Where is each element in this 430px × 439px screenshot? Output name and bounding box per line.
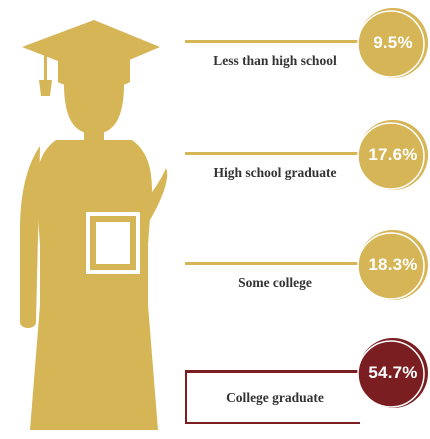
value-bubble bbox=[356, 118, 430, 192]
category-label: Less than high school bbox=[213, 53, 337, 68]
category-label: College graduate bbox=[226, 390, 324, 405]
graduate-icon bbox=[20, 20, 168, 430]
value-bubble bbox=[356, 6, 430, 80]
value-bubble bbox=[356, 336, 430, 410]
highlight-frame bbox=[185, 370, 360, 424]
value-bubble-circle bbox=[358, 8, 428, 78]
value-label: 54.7% bbox=[368, 363, 418, 382]
value-bubble-circle bbox=[358, 338, 428, 408]
value-bubble-ring bbox=[357, 122, 425, 190]
category-label: High school graduate bbox=[213, 165, 337, 180]
value-label: 18.3% bbox=[368, 255, 418, 274]
row-rule bbox=[185, 40, 360, 43]
value-bubble-ring bbox=[357, 10, 425, 78]
value-bubble bbox=[356, 228, 430, 302]
row-rule bbox=[185, 152, 360, 155]
value-label: 9.5% bbox=[373, 33, 413, 52]
category-row: College graduate 54.7% bbox=[0, 330, 430, 424]
value-bubble-circle bbox=[358, 230, 428, 300]
value-bubble-ring bbox=[357, 232, 425, 300]
value-label: 17.6% bbox=[368, 145, 418, 164]
value-bubble-ring bbox=[357, 340, 425, 408]
category-row: High school graduate 17.6% bbox=[0, 112, 430, 202]
category-row: Some college 18.3% bbox=[0, 222, 430, 312]
category-label: Some college bbox=[238, 275, 312, 290]
row-rule bbox=[185, 262, 360, 265]
category-row: Less than high school 9.5% bbox=[0, 0, 430, 90]
value-bubble-circle bbox=[358, 120, 428, 190]
row-rule bbox=[185, 370, 360, 373]
